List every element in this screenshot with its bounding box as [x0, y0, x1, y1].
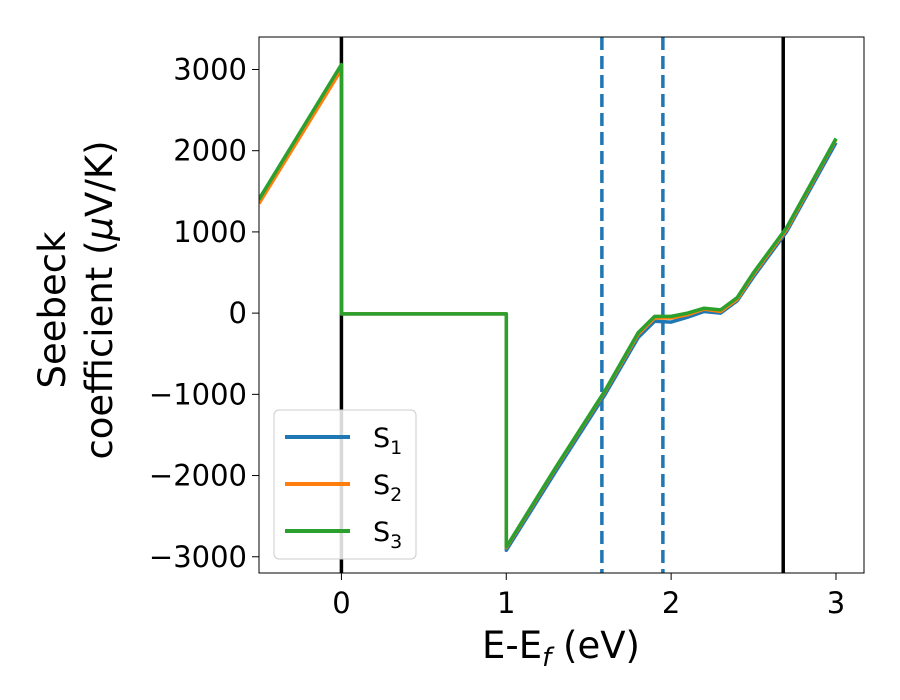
y-tick-label-3: 0: [229, 296, 247, 330]
y-tick-label-4: 1000: [173, 215, 247, 249]
y-axis-title-line1: Seebeck: [31, 231, 74, 389]
x-tick-label-3: 3: [827, 586, 845, 620]
y-tick-label-0: −3000: [149, 540, 247, 574]
y-tick-label-2: −1000: [149, 377, 247, 411]
y-tick-label-5: 2000: [173, 134, 247, 168]
series-line-3: [259, 62, 838, 549]
x-axis-ticks: 0 1 2 3: [332, 573, 845, 620]
y-axis-title-line2: coefficient (μV/K): [78, 140, 121, 459]
x-axis-title: E-Ef (eV): [482, 624, 640, 673]
y-axis-ticks: −3000 −2000 −1000 0 1000 2000 3000: [149, 52, 259, 574]
legend-label-2: S2: [373, 470, 402, 506]
plot-frame: [258, 36, 865, 574]
x-tick-label-0: 0: [332, 586, 350, 620]
legend-label-1: S1: [373, 423, 402, 459]
series-lines: [259, 62, 838, 553]
x-tick-label-2: 2: [662, 586, 680, 620]
x-tick-label-1: 1: [497, 586, 515, 620]
legend-label-3: S3: [373, 517, 402, 553]
y-tick-label-1: −2000: [149, 459, 247, 493]
legend: S1 S2 S3: [273, 409, 417, 560]
y-tick-label-6: 3000: [173, 52, 247, 86]
